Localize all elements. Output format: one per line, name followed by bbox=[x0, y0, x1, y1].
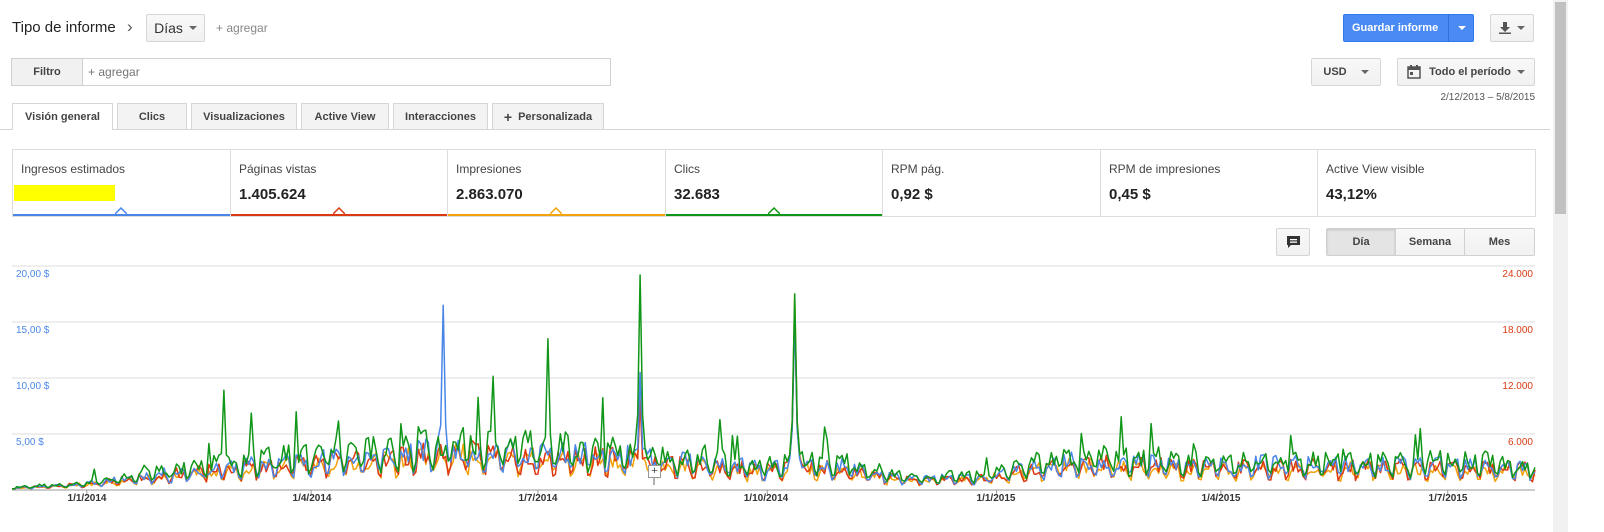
tab-active-view[interactable]: Active View bbox=[301, 103, 389, 129]
tab-overview[interactable]: Visión general bbox=[12, 103, 113, 130]
metric-pointer-icon bbox=[333, 207, 345, 215]
tab-custom[interactable]: + Personalizada bbox=[492, 103, 604, 129]
y-right-tick: 6.000 bbox=[1507, 437, 1533, 448]
x-tick-label: 1/7/2015 bbox=[1428, 493, 1468, 504]
metric-label: Clics bbox=[674, 162, 700, 176]
granularity-day[interactable]: Día bbox=[1326, 228, 1396, 256]
metric-active-view[interactable]: Active View visible 43,12% bbox=[1318, 150, 1535, 216]
tab-label: Active View bbox=[314, 110, 376, 123]
date-range-text: 2/12/2013 – 5/8/2015 bbox=[1440, 92, 1535, 103]
tab-views[interactable]: Visualizaciones bbox=[191, 103, 297, 129]
tab-label: Clics bbox=[138, 110, 166, 123]
filter-label: Filtro bbox=[33, 66, 61, 78]
granularity-label: Mes bbox=[1488, 236, 1511, 248]
add-dimension-link[interactable]: + agregar bbox=[216, 21, 268, 35]
metric-pointer-icon bbox=[550, 207, 562, 215]
series-line bbox=[11, 274, 1536, 490]
metric-page-views[interactable]: Páginas vistas 1.405.624 bbox=[231, 150, 448, 216]
metric-estimated-earnings[interactable]: Ingresos estimados bbox=[13, 150, 231, 216]
metric-underline bbox=[448, 214, 665, 216]
metric-page-rpm[interactable]: RPM pág. 0,92 $ bbox=[883, 150, 1101, 216]
metric-pointer-icon bbox=[768, 207, 780, 215]
tab-label: Personalizada bbox=[518, 110, 593, 123]
y-right-tick: 12.000 bbox=[1502, 381, 1533, 392]
metric-value: 0,92 $ bbox=[891, 186, 933, 203]
x-tick-label: 1/4/2014 bbox=[292, 493, 332, 504]
tab-label: Interacciones bbox=[405, 110, 476, 123]
y-right-tick: 18.000 bbox=[1502, 325, 1533, 336]
chevron-down-icon bbox=[1360, 70, 1369, 74]
tab-interactions[interactable]: Interacciones bbox=[393, 103, 488, 129]
metric-underline bbox=[13, 214, 230, 216]
granularity-week[interactable]: Semana bbox=[1395, 228, 1465, 256]
granularity-month[interactable]: Mes bbox=[1464, 228, 1535, 256]
chevron-down-icon bbox=[1516, 70, 1525, 74]
granularity-label: Día bbox=[1352, 236, 1370, 248]
filter-input[interactable] bbox=[86, 62, 590, 82]
series-line bbox=[11, 311, 1536, 490]
filter-button[interactable]: Filtro bbox=[12, 59, 83, 85]
chevron-down-icon bbox=[1517, 26, 1525, 30]
download-button[interactable] bbox=[1490, 14, 1534, 42]
metric-label: Active View visible bbox=[1326, 162, 1425, 176]
metric-value: 43,12% bbox=[1326, 186, 1377, 203]
redaction-highlight bbox=[14, 185, 115, 201]
tab-label: Visualizaciones bbox=[203, 110, 285, 123]
x-tick-label: 1/10/2014 bbox=[743, 493, 789, 504]
date-range-label: Todo el período bbox=[1429, 66, 1511, 78]
chevron-down-icon bbox=[188, 26, 197, 30]
metric-label: RPM de impresiones bbox=[1109, 162, 1221, 176]
plus-icon: + bbox=[503, 108, 513, 125]
tabs-divider bbox=[0, 129, 1550, 130]
chevron-down-icon bbox=[1457, 26, 1466, 30]
comment-icon bbox=[1286, 236, 1300, 248]
scrollbar-track[interactable] bbox=[1553, 0, 1568, 532]
metric-value: 32.683 bbox=[674, 186, 720, 203]
filter-bar: Filtro bbox=[11, 58, 611, 86]
y-left-tick: 15,00 $ bbox=[16, 325, 50, 336]
metrics-panel bbox=[12, 149, 1536, 217]
x-tick-label: 1/7/2014 bbox=[518, 493, 558, 504]
save-menu-toggle[interactable] bbox=[1448, 15, 1474, 41]
report-type-label: Tipo de informe bbox=[12, 19, 116, 36]
metric-underline bbox=[666, 214, 882, 216]
metric-pointer-icon bbox=[115, 207, 127, 215]
x-tick-label: 1/4/2015 bbox=[1201, 493, 1241, 504]
metric-label: Páginas vistas bbox=[239, 162, 317, 176]
currency-value: USD bbox=[1323, 66, 1347, 78]
y-left-tick: 20,00 $ bbox=[16, 269, 50, 280]
currency-dropdown[interactable]: USD bbox=[1311, 58, 1381, 86]
granularity-label: Semana bbox=[1408, 236, 1452, 248]
save-report-label: Guardar informe bbox=[1352, 22, 1439, 34]
y-right-tick: 24.000 bbox=[1502, 269, 1533, 280]
metric-impression-rpm[interactable]: RPM de impresiones 0,45 $ bbox=[1101, 150, 1318, 216]
dimension-dropdown[interactable]: Días bbox=[146, 14, 205, 42]
metric-underline bbox=[231, 214, 447, 216]
annotation-button[interactable] bbox=[1276, 228, 1310, 256]
metric-label: Impresiones bbox=[456, 162, 522, 176]
y-left-tick: 10,00 $ bbox=[16, 381, 50, 392]
metric-clicks[interactable]: Clics 32.683 bbox=[666, 150, 883, 216]
series-line bbox=[11, 293, 1536, 490]
tab-label: Visión general bbox=[25, 111, 100, 123]
series-line bbox=[11, 304, 1536, 490]
y-left-tick: 5,00 $ bbox=[16, 437, 44, 448]
download-icon bbox=[1499, 22, 1511, 34]
save-report-button[interactable]: Guardar informe bbox=[1343, 14, 1474, 42]
tab-clicks[interactable]: Clics bbox=[117, 103, 187, 129]
dimension-value: Días bbox=[154, 20, 183, 36]
x-tick-label: 1/1/2015 bbox=[976, 493, 1016, 504]
metric-value: 2.863.070 bbox=[456, 186, 523, 203]
scrollbar-thumb[interactable] bbox=[1555, 2, 1566, 214]
x-tick-label: 1/1/2014 bbox=[67, 493, 107, 504]
metric-label: RPM pág. bbox=[891, 162, 945, 176]
date-range-dropdown[interactable]: Todo el período bbox=[1397, 58, 1535, 86]
breadcrumb-chevron-icon: › bbox=[127, 17, 133, 36]
metric-value: 1.405.624 bbox=[239, 186, 306, 203]
metric-impressions[interactable]: Impresiones 2.863.070 bbox=[448, 150, 666, 216]
chart-crosshair-handle[interactable]: + bbox=[648, 465, 661, 478]
metric-label: Ingresos estimados bbox=[21, 162, 126, 176]
calendar-icon bbox=[1407, 65, 1421, 79]
metric-value: 0,45 $ bbox=[1109, 186, 1151, 203]
